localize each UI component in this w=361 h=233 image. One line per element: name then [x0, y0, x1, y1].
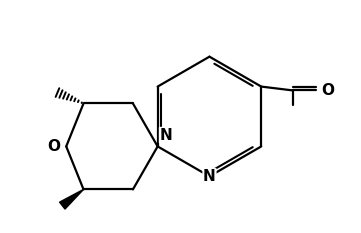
Text: N: N	[160, 127, 172, 143]
Text: O: O	[47, 139, 60, 154]
Polygon shape	[60, 189, 83, 209]
Text: N: N	[203, 169, 216, 184]
Text: O: O	[321, 83, 334, 98]
